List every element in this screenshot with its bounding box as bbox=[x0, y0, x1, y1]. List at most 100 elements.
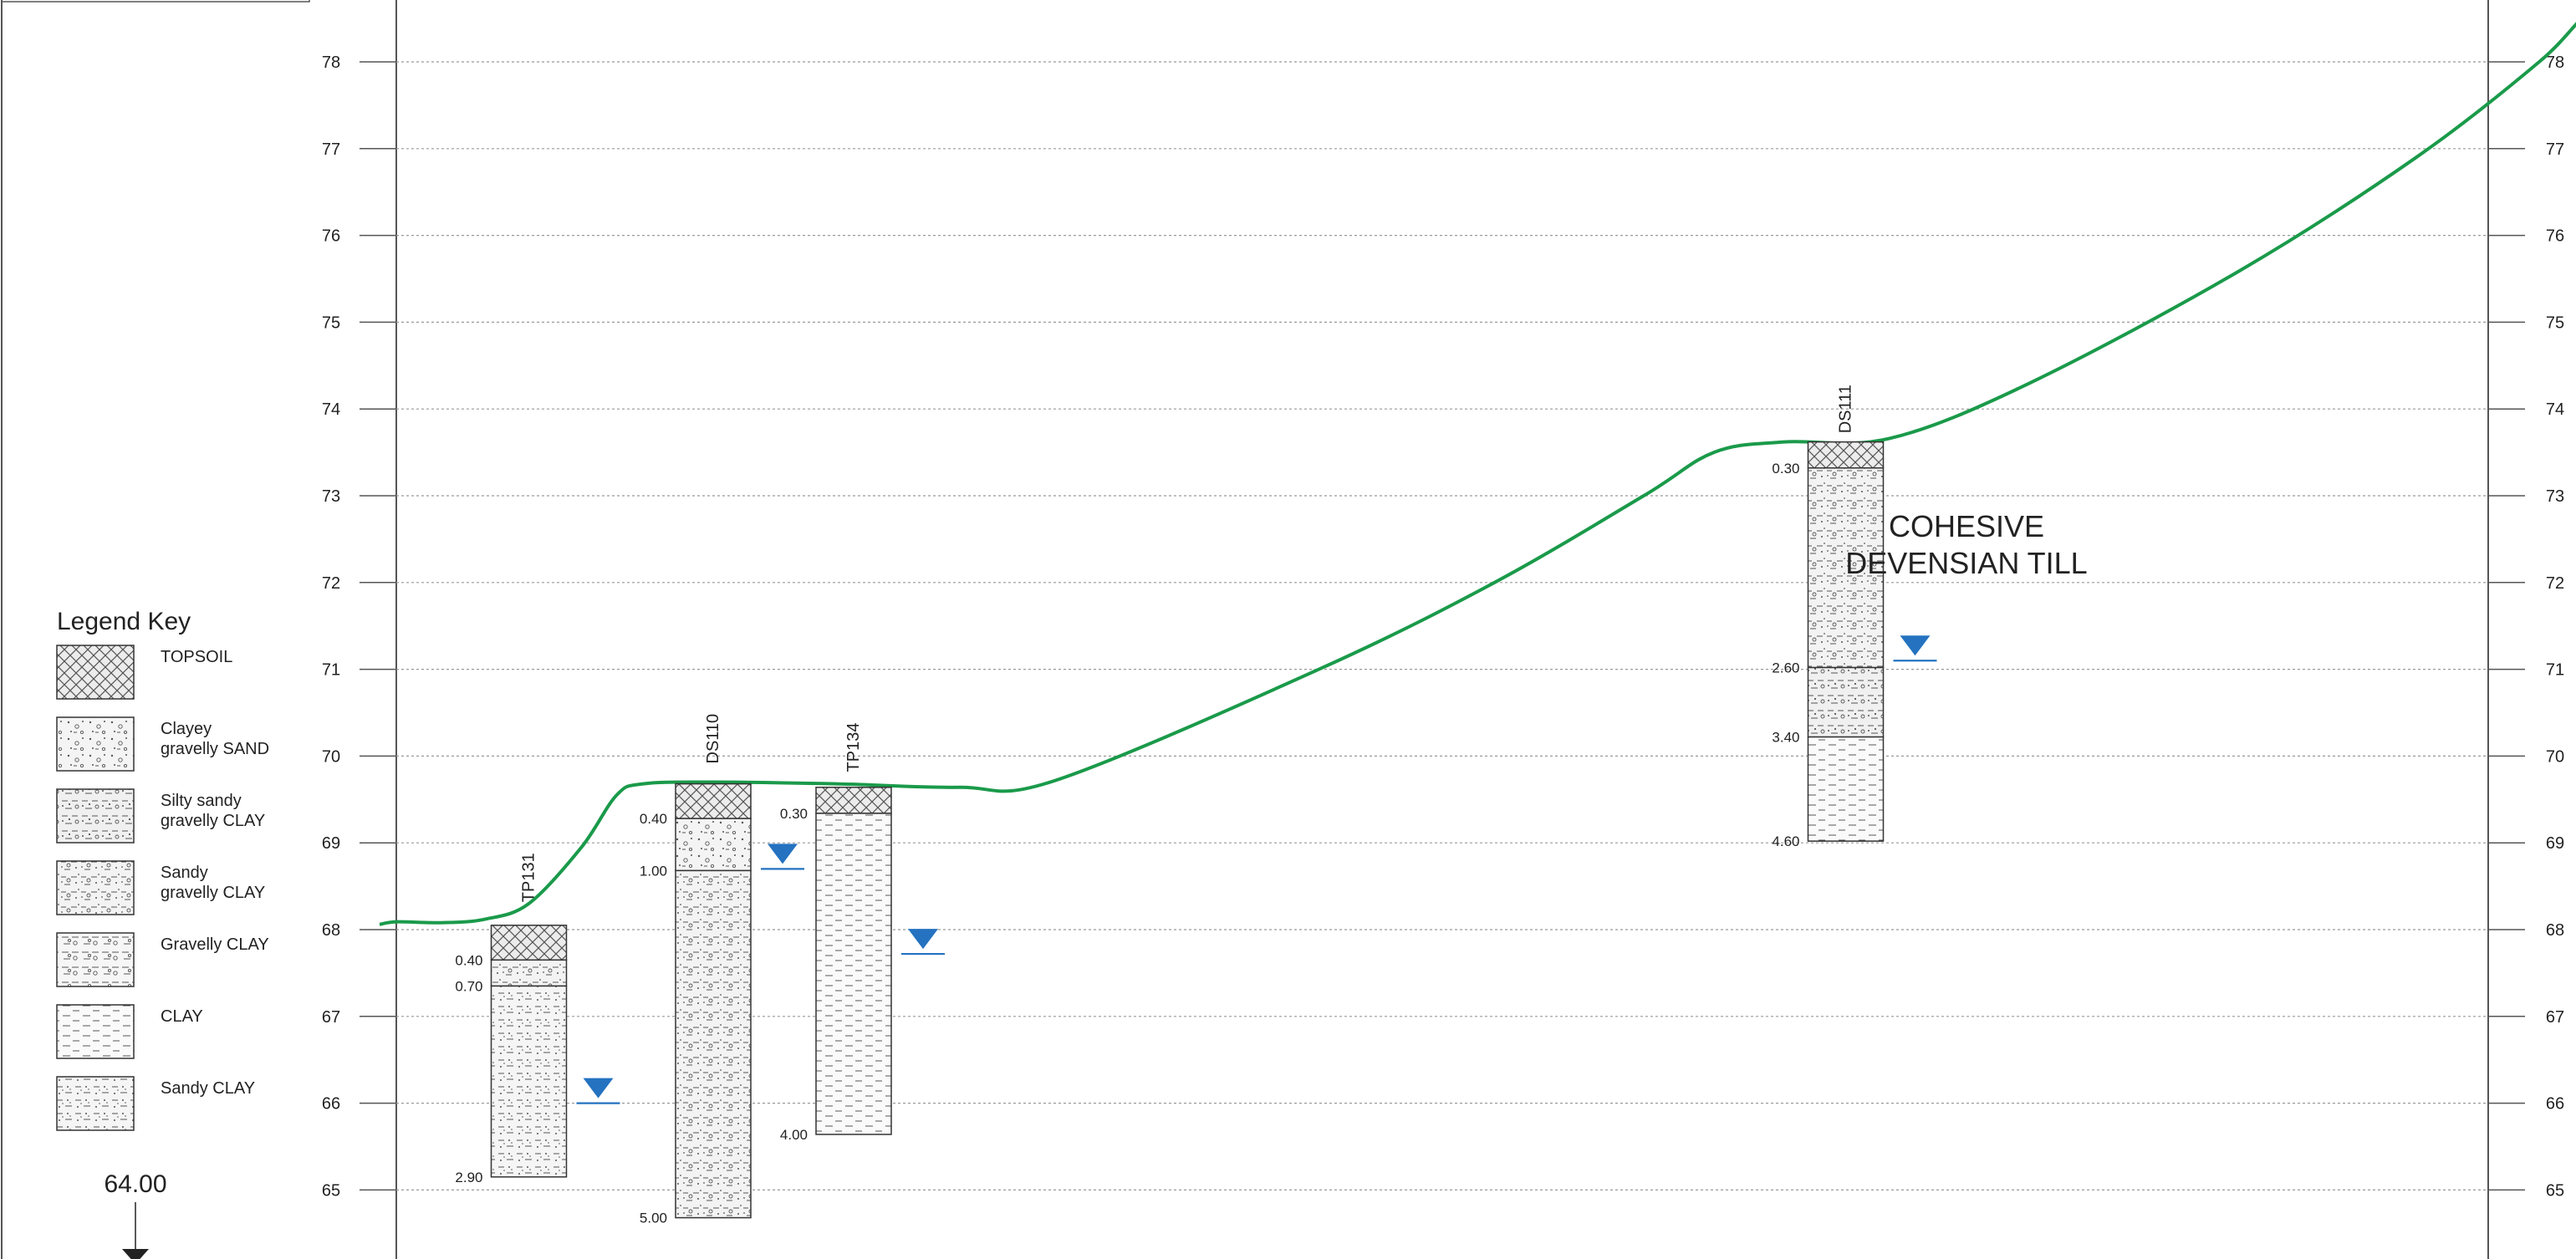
layer-sgclay bbox=[1807, 467, 1885, 669]
right-tick-label-66: 66 bbox=[2546, 1095, 2564, 1114]
right-tick-label-65: 65 bbox=[2546, 1181, 2564, 1200]
legend-key: Legend Key TOPSOIL Clayey gravelly SAND Sil… bbox=[56, 608, 269, 1131]
geology-label-line-2: DEVENSIAN TILL bbox=[1845, 546, 2087, 580]
datum-value: 64.00 bbox=[104, 1170, 166, 1198]
borehole-name: DS110 bbox=[704, 714, 722, 764]
title-box-fragment bbox=[1, 0, 310, 3]
layer-sclay bbox=[490, 985, 568, 1178]
legend-item-gclay: Gravelly CLAY bbox=[56, 932, 269, 987]
legend-swatch-sand bbox=[56, 716, 135, 772]
ground-line bbox=[379, 22, 2576, 926]
right-tick-label-73: 73 bbox=[2546, 487, 2564, 506]
depth-label: 0.40 bbox=[640, 811, 667, 827]
left-tick-label-71: 71 bbox=[322, 661, 340, 680]
right-tick-label-69: 69 bbox=[2546, 834, 2564, 853]
legend-swatch-silty bbox=[56, 788, 135, 844]
right-tick-label-77: 77 bbox=[2546, 140, 2564, 159]
depth-label: 3.40 bbox=[1772, 730, 1799, 746]
left-tick-label-75: 75 bbox=[322, 313, 340, 332]
water-strike-icon bbox=[1900, 635, 1931, 656]
datum-arrow-head bbox=[122, 1249, 149, 1259]
borehole-ds110: 0.40 1.00 5.00 DS110 bbox=[640, 714, 804, 1226]
ground-profile bbox=[379, 22, 2576, 926]
water-strike-icon bbox=[583, 1078, 614, 1098]
left-tick-label-72: 72 bbox=[322, 574, 340, 593]
right-tick-label-70: 70 bbox=[2546, 747, 2564, 766]
borehole-name: TP131 bbox=[520, 853, 538, 902]
borehole-name: DS111 bbox=[1837, 385, 1855, 433]
water-strike-icon bbox=[768, 844, 798, 864]
depth-label: 0.30 bbox=[780, 806, 808, 822]
borehole-tp131: 0.40 0.70 2.90 TP131 bbox=[455, 853, 620, 1185]
legend-item-clay: CLAY bbox=[56, 1004, 203, 1059]
legend-swatch-gclay bbox=[56, 932, 135, 987]
depth-label: 4.00 bbox=[780, 1127, 808, 1143]
legend-label: Sandy CLAY bbox=[161, 1079, 255, 1098]
layer-clay bbox=[1807, 736, 1885, 842]
water-strike-icon bbox=[908, 929, 938, 950]
left-tick-label-77: 77 bbox=[322, 140, 340, 159]
legend-title: Legend Key bbox=[57, 608, 191, 635]
legend-label: Gravelly CLAY bbox=[161, 935, 269, 954]
right-tick-label-72: 72 bbox=[2546, 574, 2564, 593]
depth-label: 5.00 bbox=[640, 1211, 667, 1226]
layer-topsoil bbox=[815, 787, 892, 814]
layer-topsoil bbox=[1807, 441, 1885, 469]
geology-label: COHESIVE DEVENSIAN TILL bbox=[1845, 509, 2087, 580]
legend-swatch-topsoil bbox=[56, 645, 135, 700]
borehole-ds111: 0.30 2.60 3.40 4.60 DS111 bbox=[1772, 385, 1937, 849]
legend-label: TOPSOIL bbox=[161, 648, 232, 666]
layer-sgclay bbox=[490, 959, 568, 987]
depth-label: 1.00 bbox=[640, 863, 667, 879]
left-tick-label-67: 67 bbox=[322, 1008, 340, 1027]
depth-label: 2.90 bbox=[455, 1170, 482, 1185]
left-tick-label-65: 65 bbox=[322, 1181, 340, 1200]
left-tick-label-76: 76 bbox=[322, 227, 340, 246]
legend-item-sand: Clayey gravelly SAND bbox=[56, 716, 269, 772]
legend-item-topsoil: TOPSOIL bbox=[56, 645, 232, 700]
legend-swatch-sgclay bbox=[56, 860, 135, 915]
borehole-name: TP134 bbox=[844, 723, 863, 772]
legend-label: Silty sandy bbox=[161, 792, 242, 810]
depth-label: 4.60 bbox=[1772, 833, 1799, 849]
right-tick-label-67: 67 bbox=[2546, 1008, 2564, 1027]
left-tick-label-73: 73 bbox=[322, 487, 340, 506]
right-tick-label-76: 76 bbox=[2546, 227, 2564, 246]
left-tick-label-78: 78 bbox=[322, 54, 340, 72]
legend-label: gravelly SAND bbox=[161, 740, 269, 758]
left-tick-label-74: 74 bbox=[322, 400, 340, 419]
section-frame bbox=[1, 0, 2489, 1259]
legend-swatch-clay bbox=[56, 1004, 135, 1059]
depth-label: 0.70 bbox=[455, 978, 482, 994]
left-tick-label-69: 69 bbox=[322, 834, 340, 853]
right-tick-label-74: 74 bbox=[2546, 400, 2564, 419]
left-tick-label-66: 66 bbox=[322, 1095, 340, 1114]
right-tick-label-71: 71 bbox=[2546, 661, 2564, 680]
layer-topsoil bbox=[490, 925, 568, 961]
depth-label: 0.40 bbox=[455, 952, 482, 968]
elevation-grid: 78 78 77 77 76 76 75 75 74 74 73 73 72 72 71 71 70 70 69 69… bbox=[322, 54, 2564, 1200]
legend-label: gravelly CLAY bbox=[161, 812, 265, 830]
datum-marker: 64.00 bbox=[104, 1170, 167, 1259]
legend-item-sgclay: Sandy gravelly CLAY bbox=[56, 860, 265, 915]
layer-silty bbox=[1807, 666, 1885, 738]
right-tick-label-75: 75 bbox=[2546, 313, 2564, 332]
geology-label-line-1: COHESIVE bbox=[1889, 509, 2044, 543]
layer-topsoil bbox=[675, 782, 752, 819]
layer-clay bbox=[815, 813, 892, 1135]
depth-label: 0.30 bbox=[1772, 461, 1799, 477]
legend-label: Sandy bbox=[161, 864, 208, 882]
borehole-tp134: 0.30 4.00 TP134 bbox=[780, 723, 945, 1143]
left-tick-label-68: 68 bbox=[322, 921, 340, 940]
right-tick-label-68: 68 bbox=[2546, 921, 2564, 940]
legend-swatch-sclay bbox=[56, 1076, 135, 1131]
depth-label: 2.60 bbox=[1772, 660, 1799, 676]
layer-sand bbox=[675, 818, 752, 872]
left-tick-label-70: 70 bbox=[322, 747, 340, 766]
legend-label: gravelly CLAY bbox=[161, 884, 265, 902]
layer-sgclay bbox=[675, 869, 752, 1219]
legend-label: Clayey bbox=[161, 720, 212, 738]
legend-item-silty: Silty sandy gravelly CLAY bbox=[56, 788, 265, 844]
legend-label: CLAY bbox=[161, 1007, 203, 1026]
borehole-logs: 0.40 0.70 2.90 TP131 0.40 1.00 5.00 DS110 0.30 4.… bbox=[455, 385, 1937, 1226]
